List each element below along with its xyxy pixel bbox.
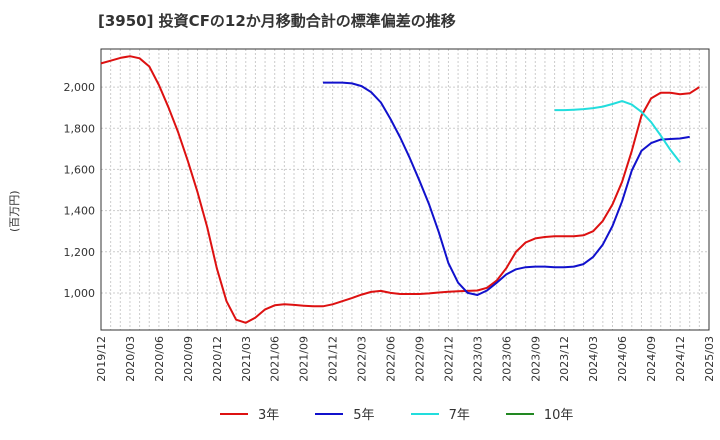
x-tick-label: 2021/09 [298,336,311,382]
x-tick-label: 2022/03 [356,336,369,382]
x-tick-label: 2020/06 [153,336,166,382]
x-tick-label: 2024/06 [616,336,629,382]
x-tick-label: 2022/09 [413,336,426,382]
legend-label: 5年 [353,408,375,423]
x-tick-label: 2025/03 [703,336,716,382]
y-tick-label: 2,000 [64,81,96,94]
legend-label: 7年 [448,408,470,423]
x-tick-label: 2024/03 [587,336,600,382]
legend-item: 3年 [220,404,279,423]
y-tick-label: 1,600 [64,163,96,176]
legend-swatch [410,412,439,415]
chart-legend: 3年 5年 7年 10年 [220,404,609,423]
legend-item: 7年 [410,404,470,423]
x-tick-label: 2023/09 [529,336,542,382]
legend-label: 3年 [258,408,280,423]
x-tick-label: 2021/06 [269,336,282,382]
legend-item: 5年 [315,404,375,423]
x-tick-label: 2024/09 [645,336,658,382]
y-tick-label: 1,800 [64,122,96,135]
legend-label: 10年 [543,408,574,423]
legend-item: 10年 [505,404,574,423]
legend-swatch [220,412,248,415]
series-line-3年 [100,55,700,324]
x-tick-label: 2022/12 [442,336,455,382]
x-tick-label: 2019/12 [95,336,108,382]
series-line-5年 [323,81,690,296]
plot-area-frame [100,48,710,331]
x-tick-label: 2020/12 [211,336,224,382]
y-tick-label: 1,000 [64,287,96,300]
x-tick-label: 2021/03 [240,336,253,382]
x-tick-label: 2022/06 [385,336,398,382]
x-tick-label: 2021/12 [327,336,340,382]
x-tick-label: 2023/12 [558,336,571,382]
x-tick-label: 2023/06 [500,336,513,382]
x-tick-label: 2024/12 [674,336,687,382]
y-tick-label: 1,400 [64,205,96,218]
chart-title: [3950] 投資CFの12か月移動合計の標準偏差の推移 [98,12,456,30]
x-tick-label: 2020/09 [182,336,195,382]
legend-swatch [505,412,534,415]
legend-swatch [315,412,344,415]
y-tick-label: 1,200 [64,246,96,259]
x-tick-label: 2023/03 [471,336,484,382]
x-tick-label: 2020/03 [124,336,137,382]
series-line-7年 [554,100,681,163]
